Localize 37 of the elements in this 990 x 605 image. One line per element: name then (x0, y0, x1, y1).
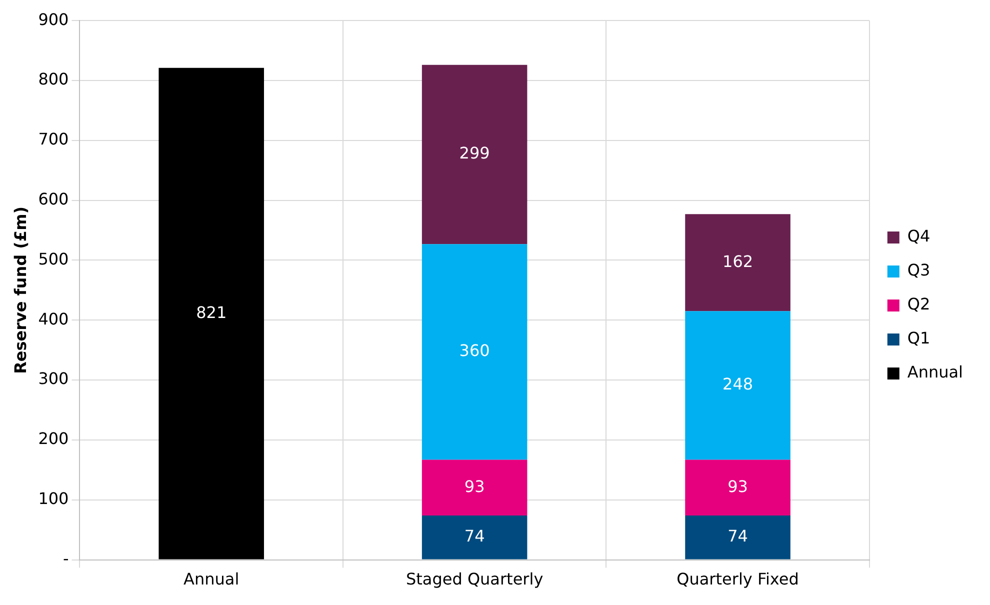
x-tick-label: Staged Quarterly (406, 570, 544, 589)
y-tick-label: 500 (38, 249, 69, 268)
legend-label: Q3 (907, 260, 930, 280)
data-label: 74 (464, 526, 485, 546)
legend-label: Q1 (907, 328, 930, 348)
y-axis-title: Reserve fund (£m) (10, 206, 30, 374)
y-tick-label: 200 (38, 429, 69, 448)
y-tick-label: 600 (38, 189, 69, 208)
legend-label: Annual (907, 362, 964, 382)
bar (422, 515, 528, 560)
bar (685, 515, 790, 560)
data-label: 74 (728, 526, 748, 546)
bar (685, 460, 790, 516)
bar (422, 64, 528, 244)
y-tick-label: 300 (38, 369, 69, 388)
bar (422, 460, 528, 516)
x-tick-label: Annual (184, 570, 240, 589)
bar (158, 68, 264, 560)
y-tick-label: - (62, 548, 69, 568)
bar (685, 214, 790, 312)
legend-label: Q2 (907, 294, 930, 314)
x-tick-label: Quarterly Fixed (676, 570, 799, 589)
y-tick-label: 100 (38, 489, 69, 508)
data-label: 360 (459, 341, 490, 360)
y-tick-label: 400 (38, 309, 69, 328)
data-label: 93 (464, 476, 485, 496)
bar (422, 244, 528, 460)
data-label: 162 (722, 252, 754, 271)
legend-label: Q4 (907, 226, 930, 246)
data-label: 821 (196, 302, 227, 322)
y-tick-label: 900 (38, 10, 69, 29)
data-label: 248 (722, 374, 754, 394)
y-tick-label: 700 (38, 130, 69, 149)
data-label: 93 (728, 476, 748, 496)
y-tick-label: 800 (38, 70, 69, 89)
data-label: 299 (459, 144, 490, 163)
bar (685, 311, 790, 460)
